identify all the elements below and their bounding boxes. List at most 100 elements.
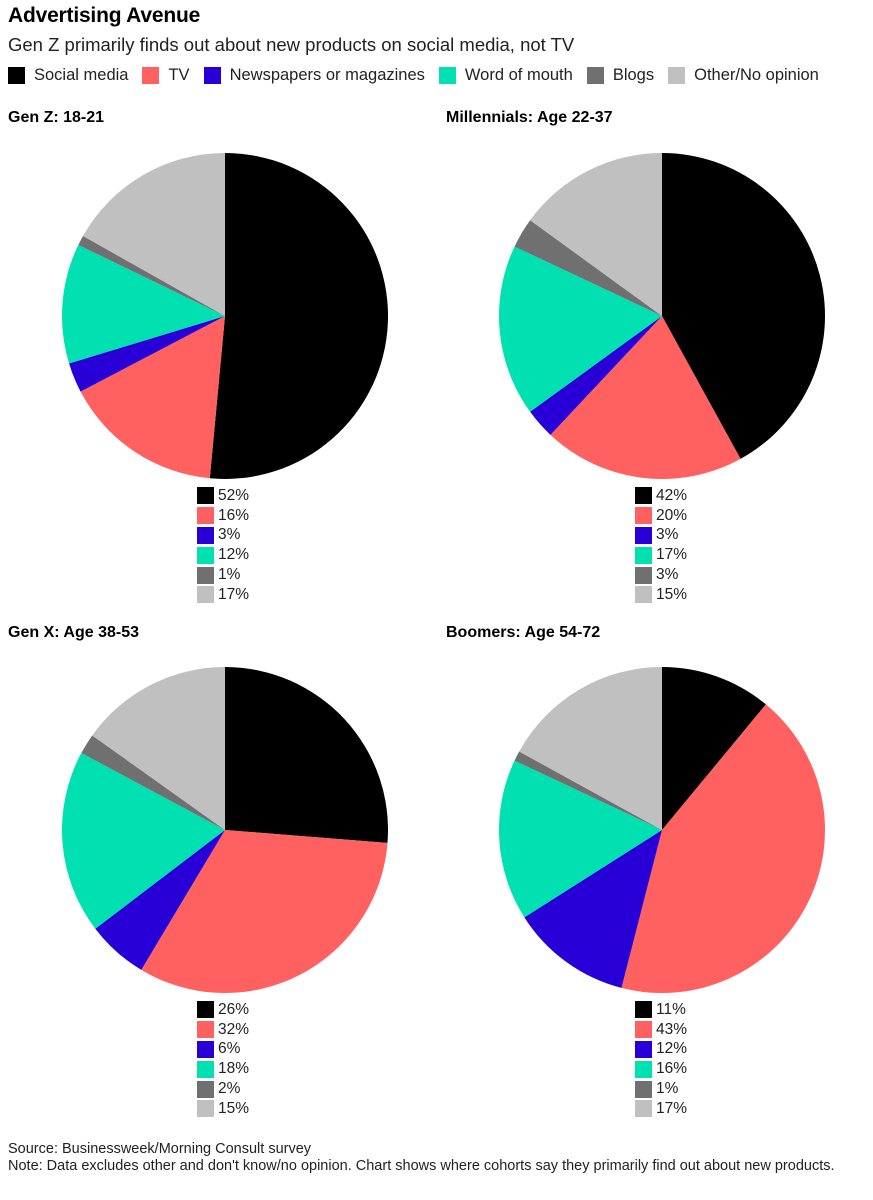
legend-swatch-tv: [142, 67, 160, 84]
pie-chart-gen-z: [61, 153, 389, 480]
pie-chart-gen-x: [61, 667, 389, 994]
panel-title-millennials: Millennials: Age 22-37: [446, 109, 613, 126]
value-swatch: [635, 526, 652, 544]
value-label: 15%: [656, 585, 688, 603]
value-label: 20%: [656, 506, 688, 524]
pie-slice-word-of-mouth: [498, 760, 662, 918]
value-row: 11%: [635, 1000, 755, 1020]
pie-slice-word-of-mouth: [61, 244, 225, 364]
value-label: 42%: [656, 486, 688, 504]
source-note: Source: Businessweek/Morning Consult sur…: [8, 1141, 312, 1157]
pie-slice-social-media: [662, 153, 826, 459]
value-swatch: [635, 566, 652, 584]
value-swatch: [635, 1001, 652, 1019]
panel-title-gen-z: Gen Z: 18-21: [8, 109, 105, 126]
value-swatch: [197, 526, 214, 544]
pie-slice-newspapers: [69, 316, 225, 392]
value-label: 12%: [218, 546, 250, 564]
chart-subtitle: Gen Z primarily finds out about new prod…: [8, 34, 575, 55]
legend: Social media TV Newspapers or magazines …: [8, 66, 833, 85]
value-label: 17%: [656, 1099, 688, 1117]
legend-item-newspapers: Newspapers or magazines: [203, 66, 425, 85]
pie-slice-other: [92, 667, 225, 830]
value-row: 26%: [197, 1000, 317, 1020]
value-row: 17%: [635, 1099, 755, 1119]
value-swatch: [635, 507, 652, 525]
value-swatch: [635, 1080, 652, 1098]
pie-slice-tv: [80, 316, 225, 479]
legend-item-blogs: Blogs: [586, 66, 655, 85]
value-swatch: [197, 1001, 214, 1019]
legend-swatch-other: [668, 67, 686, 84]
value-swatch: [197, 1100, 214, 1118]
value-row: 42%: [635, 486, 755, 506]
legend-item-other: Other/No opinion: [668, 66, 819, 85]
value-row: 1%: [635, 1079, 755, 1099]
value-swatch: [197, 1040, 214, 1058]
pie-slice-blogs: [514, 220, 662, 316]
pie-slice-tv: [621, 704, 825, 994]
value-row: 18%: [197, 1059, 317, 1079]
value-row: 15%: [635, 585, 755, 605]
pie-slice-social-media: [209, 153, 389, 480]
value-row: 52%: [197, 486, 317, 506]
value-row: 3%: [635, 526, 755, 546]
value-swatch: [635, 1100, 652, 1118]
value-label: 3%: [656, 526, 679, 544]
value-row: 32%: [197, 1020, 317, 1040]
pie-slice-tv: [141, 830, 388, 994]
pie-slice-social-media: [662, 667, 766, 830]
pie-slice-word-of-mouth: [61, 753, 225, 929]
value-label: 17%: [656, 546, 688, 564]
value-label: 6%: [218, 1040, 241, 1058]
pie-slice-other: [530, 153, 662, 316]
value-label: 15%: [218, 1099, 250, 1117]
pie-slice-other: [83, 153, 225, 316]
legend-label: Newspapers or magazines: [229, 66, 425, 84]
legend-label: Social media: [34, 66, 129, 84]
pie-slice-blogs: [514, 751, 662, 830]
footnote: Note: Data excludes other and don't know…: [8, 1157, 835, 1174]
value-label: 32%: [218, 1020, 250, 1038]
value-label: 11%: [656, 1000, 686, 1018]
value-row: 1%: [197, 565, 317, 585]
value-row: 17%: [197, 585, 317, 605]
value-label: 3%: [218, 526, 241, 544]
legend-item-word-of-mouth: Word of mouth: [438, 66, 573, 85]
pie-chart-millennials: [498, 153, 826, 480]
value-row: 12%: [635, 1040, 755, 1060]
value-label: 1%: [656, 1080, 679, 1098]
value-swatch: [197, 1021, 214, 1039]
pie-slice-newspapers: [530, 316, 662, 435]
pie-slice-newspapers: [524, 830, 662, 988]
value-swatch: [635, 487, 652, 505]
value-swatch: [197, 566, 214, 584]
value-list-millennials: 42% 20% 3% 17% 3% 15%: [635, 486, 755, 605]
pie-slice-blogs: [81, 735, 225, 830]
value-row: 16%: [197, 506, 317, 526]
legend-swatch-word-of-mouth: [438, 67, 456, 84]
value-swatch: [635, 546, 652, 564]
pie-slice-other: [519, 667, 662, 830]
legend-swatch-social-media: [8, 67, 25, 84]
legend-swatch-newspapers: [203, 67, 221, 84]
value-label: 16%: [218, 506, 250, 524]
pie-slice-newspapers: [95, 830, 225, 970]
pie-slice-blogs: [78, 235, 225, 316]
legend-label: Other/No opinion: [694, 66, 819, 84]
value-row: 16%: [635, 1059, 755, 1079]
value-swatch: [197, 507, 214, 525]
value-list-gen-x: 26% 32% 6% 18% 2% 15%: [197, 1000, 317, 1119]
legend-label: Word of mouth: [464, 66, 573, 84]
value-row: 20%: [635, 506, 755, 526]
value-swatch: [197, 1060, 214, 1078]
value-row: 17%: [635, 545, 755, 565]
value-row: 2%: [197, 1079, 317, 1099]
value-swatch: [635, 1060, 652, 1078]
legend-label: Blogs: [612, 66, 655, 84]
value-list-gen-z: 52% 16% 3% 12% 1% 17%: [197, 486, 317, 605]
value-swatch: [197, 546, 214, 564]
legend-label: TV: [168, 66, 190, 84]
value-row: 3%: [635, 565, 755, 585]
value-row: 6%: [197, 1040, 317, 1060]
